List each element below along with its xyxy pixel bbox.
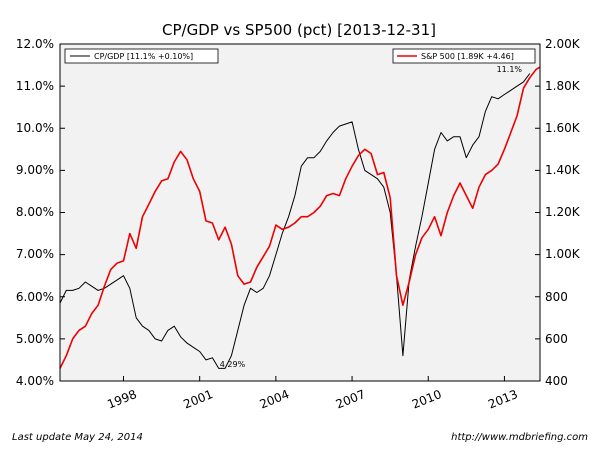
plot-area <box>60 44 540 381</box>
plot-frame <box>59 43 541 382</box>
y-left-tick-label: 5.00% <box>16 332 54 346</box>
x-tick-label: 2007 <box>334 387 368 411</box>
y-axis-left-labels: 4.00% 5.00% 6.00% 7.00% 8.00% 9.00% 10.0… <box>16 37 54 388</box>
x-tick-label: 2004 <box>258 387 292 411</box>
y-left-tick-label: 7.00% <box>16 247 54 261</box>
footer-last-update: Last update May 24, 2014 <box>12 432 143 443</box>
y-left-tick-label: 8.00% <box>16 205 54 219</box>
legend-sp500-box <box>392 48 536 64</box>
y-right-tick-label: 1.40K <box>545 163 581 177</box>
series-line-sp500 <box>59 66 541 369</box>
y-left-tick-label: 11.0% <box>16 79 54 93</box>
x-tick-label: 1998 <box>105 387 139 411</box>
y-left-tick-label: 12.0% <box>16 37 54 51</box>
legend-cp-gdp: CP/GDP [11.1% +0.10%] <box>64 48 219 64</box>
series-layer <box>59 66 541 369</box>
y-right-tick-label: 1.20K <box>545 205 581 219</box>
x-tick-label: 2013 <box>486 387 520 411</box>
legend-cp-gdp-label: CP/GDP [11.1% +0.10%] <box>94 52 193 61</box>
y-right-tick-label: 2.00K <box>545 37 581 51</box>
legend-sp500: S&P 500 [1.89K +4.46] <box>392 48 536 64</box>
y-left-tick-label: 10.0% <box>16 121 54 135</box>
footer-source-url: http://www.mdbriefing.com <box>451 432 588 443</box>
x-tick-label: 2001 <box>181 387 215 411</box>
series-line-cp-gdp <box>59 73 531 369</box>
y-right-tick-label: 1.80K <box>545 79 581 93</box>
y-axis-right-labels: 400 600 800 1.00K 1.20K 1.40K 1.60K 1.80… <box>545 37 581 388</box>
chart-title: CP/GDP vs SP500 (pct) [2013-12-31] <box>162 21 436 39</box>
y-right-tick-label: 600 <box>545 332 568 346</box>
tick-marks <box>60 43 540 382</box>
x-axis-labels: 1998 2001 2004 2007 2010 2013 <box>105 387 520 411</box>
y-left-tick-label: 9.00% <box>16 163 54 177</box>
x-tick-label: 2010 <box>410 387 444 411</box>
y-left-tick-label: 4.00% <box>16 374 54 388</box>
legend-sp500-label: S&P 500 [1.89K +4.46] <box>421 52 514 61</box>
legend-cp-gdp-box <box>64 48 219 64</box>
annotation-min-label: 4.29% <box>220 360 246 369</box>
y-right-tick-label: 1.00K <box>545 247 581 261</box>
y-right-tick-label: 1.60K <box>545 121 581 135</box>
annotation-last-label: 11.1% <box>497 65 523 74</box>
y-left-tick-label: 6.00% <box>16 290 54 304</box>
y-right-tick-label: 400 <box>545 374 568 388</box>
y-right-tick-label: 800 <box>545 290 568 304</box>
